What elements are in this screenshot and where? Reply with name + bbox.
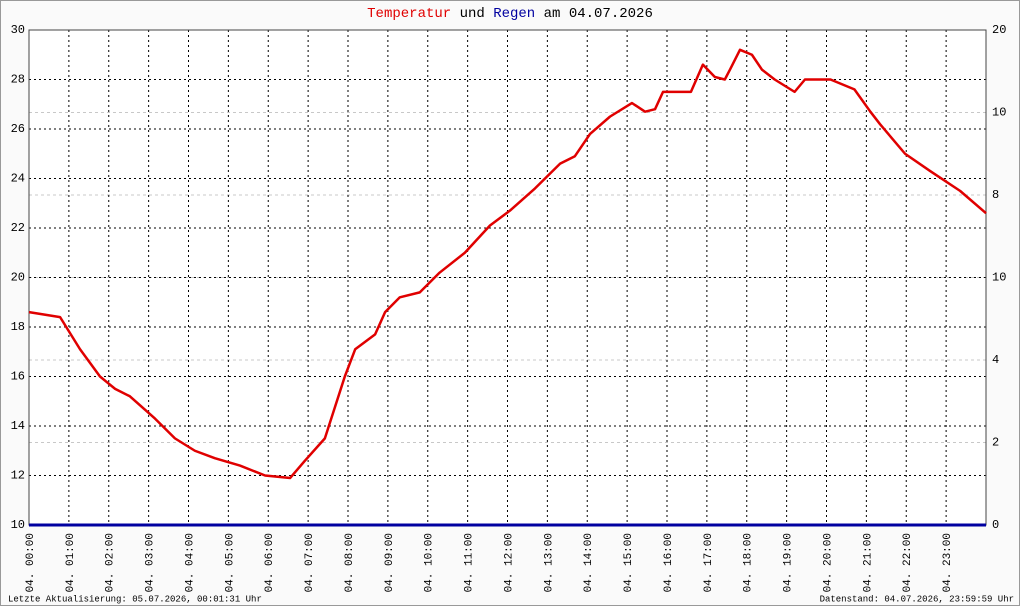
x-tick-label: 04. 13:00 (543, 533, 555, 592)
x-tick-label: 04. 09:00 (384, 533, 396, 592)
y-tick-label: 28 (11, 73, 25, 87)
y2-tick-label: 0 (992, 518, 999, 532)
y-tick-label: 20 (11, 271, 25, 285)
y-tick-label: 10 (11, 518, 25, 532)
y2-tick-label: 20 (992, 23, 1006, 37)
footer-right: Datenstand: 04.07.2026, 23:59:59 Uhr (820, 594, 1014, 604)
x-tick-label: 04. 02:00 (105, 533, 117, 592)
y2-tick-label: 10 (992, 106, 1006, 120)
x-tick-label: 04. 04:00 (184, 533, 196, 592)
y-tick-label: 30 (11, 23, 25, 37)
x-tick-label: 04. 06:00 (264, 533, 276, 592)
y-tick-label: 14 (11, 419, 25, 433)
x-tick-label: 04. 10:00 (424, 533, 436, 592)
y2-tick-label: 10 (992, 271, 1006, 285)
y-tick-label: 24 (11, 172, 25, 186)
x-tick-label: 04. 19:00 (783, 533, 795, 592)
chart-title: Temperatur und Regen am 04.07.2026 (367, 6, 653, 22)
title-part: Regen (493, 6, 535, 22)
footer-left: Letzte Aktualisierung: 05.07.2026, 00:01… (8, 594, 262, 604)
y-tick-label: 26 (11, 122, 25, 136)
y2-tick-label: 8 (992, 188, 999, 202)
x-tick-label: 04. 08:00 (344, 533, 356, 592)
x-tick-label: 04. 03:00 (145, 533, 157, 592)
x-tick-label: 04. 23:00 (942, 533, 954, 592)
x-tick-label: 04. 22:00 (902, 533, 914, 592)
y2-tick-label: 2 (992, 436, 999, 450)
x-tick-label: 04. 00:00 (25, 533, 37, 592)
x-tick-label: 04. 15:00 (623, 533, 635, 592)
x-tick-label: 04. 16:00 (663, 533, 675, 592)
plot-area (29, 30, 986, 525)
x-tick-label: 04. 12:00 (503, 533, 515, 592)
title-part: am 04.07.2026 (544, 6, 653, 22)
x-tick-label: 04. 07:00 (304, 533, 316, 592)
y-tick-label: 12 (11, 469, 25, 483)
x-tick-label: 04. 14:00 (583, 533, 595, 592)
x-tick-label: 04. 05:00 (224, 533, 236, 592)
x-tick-label: 04. 01:00 (65, 533, 77, 592)
y-tick-label: 16 (11, 370, 25, 384)
x-tick-label: 04. 17:00 (703, 533, 715, 592)
x-tick-label: 04. 18:00 (743, 533, 755, 592)
y2-tick-label: 4 (992, 353, 999, 367)
title-part: und (460, 6, 485, 22)
y-tick-label: 18 (11, 320, 25, 334)
x-tick-label: 04. 20:00 (822, 533, 834, 592)
title-part: Temperatur (367, 6, 451, 22)
series-line (28, 48, 987, 480)
x-tick-label: 04. 11:00 (464, 533, 476, 592)
y-tick-label: 22 (11, 221, 25, 235)
x-tick-label: 04. 21:00 (862, 533, 874, 592)
